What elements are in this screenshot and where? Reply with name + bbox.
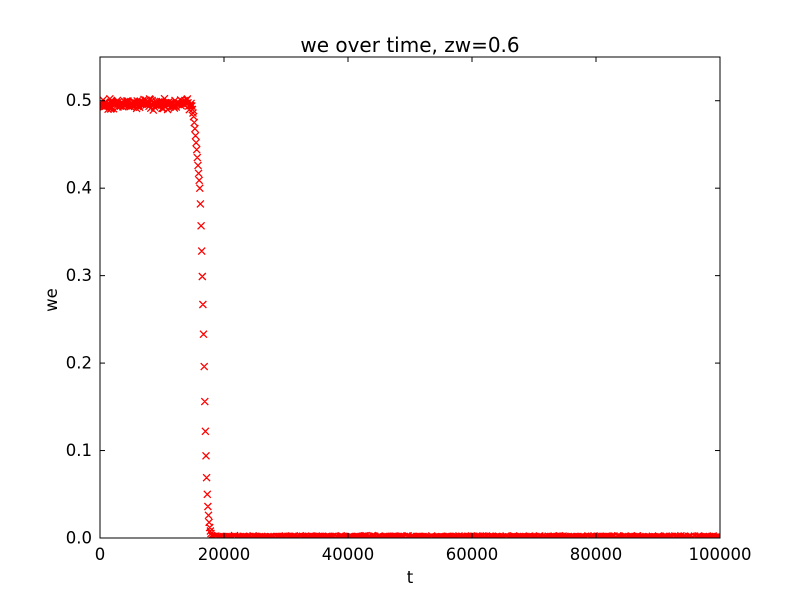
plot-border: [99, 56, 721, 539]
x-axis-label: t: [407, 568, 414, 587]
y-tick-label: 0.1: [66, 441, 92, 460]
chart-title: we over time, zw=0.6: [300, 33, 519, 57]
x-tick-labels: 0 20000 40000 60000 80000 100000: [95, 545, 752, 564]
x-tick-label: 80000: [570, 545, 623, 564]
y-tick-label: 0.0: [66, 529, 92, 548]
x-tick-label: 20000: [198, 545, 251, 564]
y-tick-label: 0.4: [66, 179, 92, 198]
axis-ticks: [99, 57, 721, 539]
x-tick-label: 60000: [446, 545, 499, 564]
y-tick-label: 0.5: [66, 91, 92, 110]
data-series-we: [100, 94, 720, 538]
x-tick-label: 0: [95, 545, 106, 564]
y-tick-label: 0.3: [66, 266, 92, 285]
x-tick-label: 40000: [322, 545, 375, 564]
series-markers: [100, 94, 720, 538]
y-tick-labels: 0.0 0.1 0.2 0.3 0.4 0.5: [66, 91, 92, 547]
x-tick-label: 100000: [689, 545, 752, 564]
y-axis-label: we: [42, 288, 61, 312]
y-tick-label: 0.2: [66, 354, 92, 373]
